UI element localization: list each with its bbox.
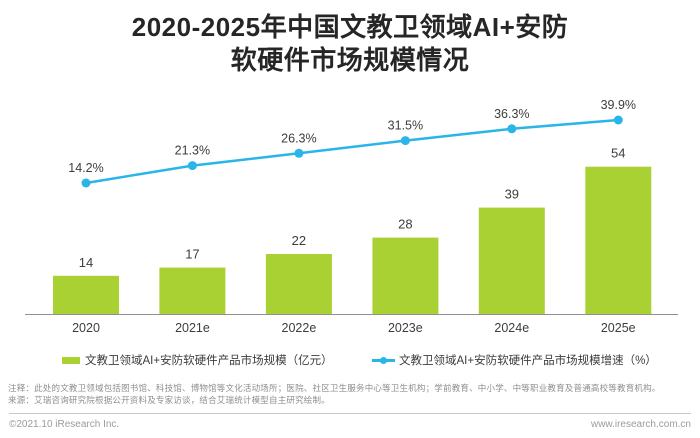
bar-2020 — [53, 275, 119, 314]
growth-value-label: 31.5% — [388, 119, 423, 133]
bar-legend-swatch — [62, 356, 80, 364]
growth-line-point — [294, 148, 304, 158]
growth-line-point — [400, 136, 410, 146]
bar-value-label: 28 — [398, 217, 412, 232]
note-definition: 注释：此处的文教卫领域包括图书馆、科技馆、博物馆等文化活动场所；医院、社区卫生服… — [8, 383, 661, 393]
growth-line-point — [507, 124, 517, 134]
x-axis-label-2024e: 2024e — [494, 321, 529, 335]
bar-2025e — [585, 166, 652, 314]
bar-2022e — [265, 254, 332, 314]
x-axis-label-2021e: 2021e — [175, 321, 210, 335]
bar-value-label: 54 — [611, 146, 625, 161]
x-axis-label-2020: 2020 — [72, 321, 100, 335]
bar-value-label: 22 — [292, 233, 306, 248]
line-legend-label: 文教卫领域AI+安防软硬件产品市场规模增速（%） — [399, 355, 657, 367]
x-axis-label-2022e: 2022e — [282, 321, 317, 335]
growth-line-point — [81, 178, 91, 188]
note-source: 来源：艾瑞咨询研究院根据公开资料及专家访谈，结合艾瑞统计模型自主研究绘制。 — [8, 394, 330, 405]
growth-value-label: 26.3% — [281, 131, 316, 145]
bar-legend-label: 文教卫领域AI+安防软硬件产品市场规模（亿元） — [85, 355, 333, 367]
chart-title: 2020-2025年中国文教卫领域AI+安防 软硬件市场规模情况 — [0, 11, 700, 77]
chart-legend: 文教卫领域AI+安防软硬件产品市场规模（亿元） 文教卫领域AI+安防软硬件产品市… — [0, 351, 700, 369]
market-chart: 14 2020 17 2021e 22 2022e 28 2023e 39 2024e 54 2025… — [25, 98, 678, 335]
bar-2023e — [372, 237, 439, 314]
bar-value-label: 39 — [505, 187, 519, 202]
chart-title-line2: 软硬件市场规模情况 — [230, 45, 470, 75]
x-axis-label-2023e: 2023e — [388, 321, 423, 335]
bar-2024e — [478, 207, 545, 314]
growth-value-label: 36.3% — [494, 107, 529, 121]
bar-2021e — [159, 267, 226, 314]
growth-value-label: 39.9% — [601, 98, 636, 112]
line-legend-marker — [372, 355, 395, 366]
growth-line-point — [613, 115, 623, 125]
chart-notes: 注释：此处的文教卫领域包括图书馆、科技馆、博物馆等文化活动场所；医院、社区卫生服… — [8, 383, 692, 406]
growth-line — [85, 118, 619, 185]
chart-title-line1: 2020-2025年中国文教卫领域AI+安防 — [131, 12, 569, 42]
website-link[interactable]: www.iresearch.com.cn — [590, 419, 691, 430]
growth-value-label: 14.2% — [68, 161, 103, 175]
footer-divider — [9, 413, 691, 414]
copyright-text: ©2021.10 iResearch Inc. — [9, 419, 120, 430]
growth-line-point — [187, 161, 197, 171]
bar-value-label: 17 — [185, 247, 199, 262]
legend-item-bar: 文教卫领域AI+安防软硬件产品市场规模（亿元） — [62, 351, 333, 369]
footer-bar: ©2021.10 iResearch Inc. www.iresearch.co… — [9, 419, 691, 433]
legend-item-line: 文教卫领域AI+安防软硬件产品市场规模增速（%） — [372, 351, 657, 369]
x-axis-label-2025e: 2025e — [601, 321, 636, 335]
bar-value-label: 14 — [79, 255, 93, 270]
growth-value-label: 21.3% — [175, 144, 210, 158]
